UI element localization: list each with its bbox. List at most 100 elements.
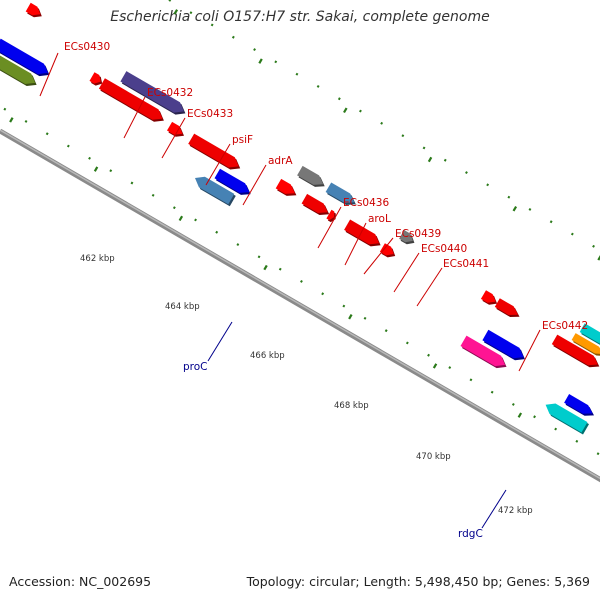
connector-ecs0440 (393, 252, 420, 293)
genome-summary-text: Topology: circular; Length: 5,498,450 bp… (246, 574, 590, 589)
ruler-labels: 462 kbp 464 kbp 466 kbp 468 kbp 470 kbp … (80, 254, 533, 516)
feature-ecs0442-b[interactable] (494, 298, 520, 317)
feature-ecs0439-b[interactable] (301, 193, 330, 215)
tick-mark (300, 279, 303, 283)
gene-label-ecs0433[interactable]: ECs0433 (187, 108, 233, 120)
feature-rdgc-a[interactable] (482, 329, 525, 361)
feature-right-teal-body (545, 403, 588, 433)
connector-ecs0442 (518, 329, 541, 372)
gene-label-rdgc[interactable]: rdgC (458, 528, 483, 540)
feature-right-blue-body (564, 394, 593, 414)
ruler-label-470: 470 kbp (416, 452, 451, 462)
tick-mark (422, 146, 426, 150)
gene-label-ecs0439[interactable]: ECs0439 (395, 228, 441, 240)
ruler-label-462: 462 kbp (80, 254, 115, 264)
tick-mark (172, 206, 176, 210)
tick-mark (66, 144, 70, 148)
tick-mark (274, 60, 278, 64)
tick-mark (507, 195, 511, 199)
tick-mark (210, 23, 214, 27)
feature-right-orange[interactable] (571, 333, 600, 356)
gene-labels: ECs0430 ECs0432 ECs0433 psiF adrA ECs043… (64, 41, 588, 540)
gene-label-ecs0436[interactable]: ECs0436 (343, 197, 389, 209)
feature-arol[interactable] (325, 182, 356, 206)
connector-ecs0439 (363, 237, 394, 275)
feature-ecs0433-a-body (98, 78, 163, 120)
tick-mark (465, 171, 468, 175)
gene-label-adra[interactable]: adrA (268, 155, 293, 167)
tick-mark (469, 378, 473, 382)
tick-mark (263, 264, 268, 271)
tick-mark (549, 220, 553, 224)
feature-ecs0432-body (89, 72, 101, 84)
tick-mark (359, 109, 362, 113)
tick-mark (486, 183, 490, 187)
feature-left-green[interactable] (0, 47, 37, 87)
feature-right-teal[interactable] (545, 403, 589, 435)
feature-ecs0433-b-body (120, 71, 184, 113)
feature-left-green-body (0, 55, 36, 84)
feature-right-cyan-body (579, 323, 600, 344)
tick-mark (570, 232, 574, 236)
feature-adra[interactable] (188, 133, 241, 170)
connector-adra (242, 164, 267, 206)
gene-label-arol[interactable]: aroL (368, 213, 391, 225)
tick-mark (427, 353, 430, 357)
tick-mark (109, 169, 113, 173)
feature-ecs0442-a[interactable] (480, 290, 498, 305)
feature-rdgc-b-body (460, 335, 505, 367)
feature-ecs0441-b-body (379, 243, 394, 256)
gene-label-psif[interactable]: psiF (232, 134, 253, 146)
tick-mark (88, 156, 91, 160)
feature-right-blue[interactable] (564, 394, 594, 416)
gene-label-ecs0440[interactable]: ECs0440 (421, 243, 467, 255)
feature-left-blue-body (0, 38, 48, 75)
connector-ecs0436 (317, 206, 342, 249)
tick-mark (380, 121, 384, 125)
connector-rdgc (481, 489, 507, 529)
feature-ecs0442-b-body (494, 298, 518, 315)
feature-right-cyan[interactable] (579, 323, 600, 346)
feature-rdgc-b[interactable] (460, 335, 507, 369)
ruler-label-466: 466 kbp (250, 351, 285, 361)
tick-mark (401, 134, 405, 138)
feature-psif[interactable] (167, 121, 184, 137)
feature-psif-body (167, 121, 183, 135)
tick-mark (278, 267, 282, 271)
tick-mark (194, 218, 197, 222)
feature-ecs0436[interactable] (297, 165, 325, 187)
feature-ecs0441-c-body (399, 230, 413, 243)
ruler-label-472: 472 kbp (498, 506, 533, 516)
feature-left-blue[interactable] (0, 38, 50, 77)
connector-psif (205, 143, 231, 186)
feature-ecs0441-c[interactable] (399, 230, 415, 245)
feature-ecs0439-a[interactable] (275, 178, 297, 196)
feature-proc-b[interactable] (195, 176, 236, 207)
feature-proc-a[interactable] (214, 168, 251, 195)
feature-ecs0433-b[interactable] (120, 71, 186, 115)
feature-ecs0430[interactable] (25, 2, 42, 18)
tick-mark (342, 304, 346, 308)
gene-label-ecs0430[interactable]: ECs0430 (64, 41, 110, 53)
tick-mark (215, 230, 219, 234)
feature-adra-body (188, 133, 239, 168)
tick-mark (511, 402, 515, 406)
feature-right-orange-body (571, 333, 600, 354)
feature-ecs0433-a[interactable] (98, 78, 164, 122)
feature-ecs0430-body (25, 2, 41, 16)
gene-label-ecs0441[interactable]: ECs0441 (443, 258, 489, 270)
tick-mark (3, 107, 7, 111)
feature-ecs0432[interactable] (89, 72, 103, 86)
feature-right-red[interactable] (551, 334, 600, 368)
tick-mark (554, 427, 558, 431)
gene-label-ecs0432[interactable]: ECs0432 (147, 87, 193, 99)
tick-mark (93, 166, 99, 172)
gene-label-proc[interactable]: proC (183, 361, 208, 373)
tick-mark (533, 415, 536, 419)
ruler-label-468: 468 kbp (334, 401, 369, 411)
feature-ecs0436-body (297, 165, 324, 185)
tick-mark (363, 316, 367, 320)
gene-label-ecs0442[interactable]: ECs0442 (542, 320, 588, 332)
tick-mark (592, 244, 595, 248)
genome-backbone-highlight (0, 129, 600, 480)
